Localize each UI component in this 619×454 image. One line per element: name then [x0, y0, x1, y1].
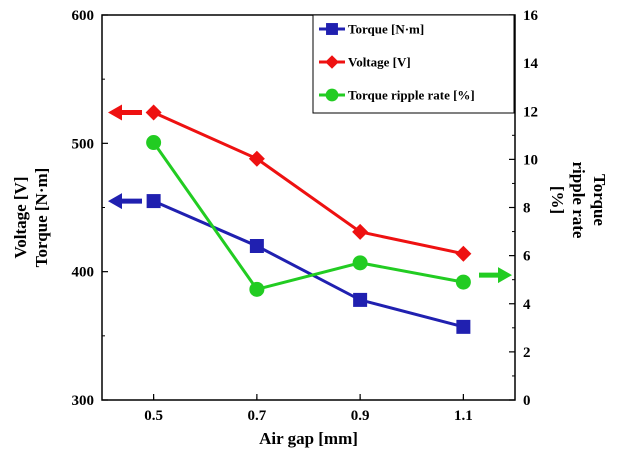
x-tick-label: 0.5 — [144, 408, 163, 424]
x-axis-title: Air gap [mm] — [259, 429, 358, 448]
data-point — [456, 319, 471, 334]
data-point — [146, 135, 162, 151]
legend-box — [312, 14, 515, 114]
arrow-head — [108, 104, 122, 121]
legend-entry: Voltage [V] — [319, 55, 411, 70]
voltage-axis-arrow — [108, 104, 142, 121]
data-point — [146, 194, 161, 209]
series-2 — [146, 135, 471, 297]
series-0 — [146, 194, 471, 334]
data-point — [455, 274, 471, 290]
legend: Torque [N·m] Voltage [V] Torque ripple rat… — [312, 14, 515, 114]
arrow-head — [498, 267, 512, 284]
data-point — [145, 104, 162, 121]
data-point — [249, 281, 265, 297]
data-point — [352, 223, 369, 240]
y-left-tick-label: 600 — [72, 8, 95, 24]
data-point — [248, 150, 265, 167]
series-line — [153, 111, 464, 256]
axes: 0.5 0.7 0.9 1.1 300 400 500 600 0 2 4 6 8 10 12 14 16 — [72, 8, 539, 424]
y-left-tick-label: 500 — [72, 136, 95, 152]
y-right-tick-label: 14 — [523, 56, 539, 72]
y-right-tick-label: 4 — [523, 297, 531, 313]
y-right-axis-title: [%] — [548, 186, 567, 214]
arrow-head — [108, 193, 122, 210]
y-right-tick-label: 0 — [523, 393, 531, 409]
legend-entry: Torque ripple rate [%] — [319, 88, 475, 103]
axis-titles: Air gap [mm] Voltage [V] Torque [N·m] Torqu… — [11, 162, 609, 448]
series-layer — [145, 104, 472, 334]
x-tick-label: 0.7 — [248, 408, 267, 424]
y-right-axis-title: ripple rate — [569, 162, 588, 239]
y-left-axis-title: Voltage [V] — [11, 177, 30, 259]
y-right-axis-title: Torque — [590, 174, 609, 226]
legend-entry: Torque [N·m] — [319, 22, 424, 37]
y-right-tick-label: 2 — [523, 345, 531, 361]
data-point — [455, 245, 472, 262]
legend-label: Torque [N·m] — [348, 22, 424, 37]
legend-marker — [325, 88, 339, 102]
ripple-axis-arrow — [479, 267, 512, 284]
data-point — [352, 255, 368, 271]
y-right-tick-label: 12 — [523, 104, 538, 120]
y-left-axis-title: Torque [N·m] — [32, 168, 51, 268]
series-1 — [145, 104, 472, 262]
y-right-tick-label: 6 — [523, 249, 531, 265]
series-line — [153, 199, 464, 329]
torque-axis-arrow — [108, 193, 142, 210]
x-tick-label: 1.1 — [454, 408, 473, 424]
legend-label: Voltage [V] — [348, 55, 411, 70]
axis-arrows — [108, 104, 512, 284]
y-right-tick-label: 16 — [523, 8, 539, 24]
y-right-tick-label: 10 — [523, 152, 538, 168]
y-left-tick-label: 300 — [72, 393, 95, 409]
data-point — [353, 292, 368, 307]
legend-marker — [325, 55, 339, 69]
x-tick-label: 0.9 — [351, 408, 370, 424]
y-left-tick-label: 400 — [72, 265, 95, 281]
legend-label: Torque ripple rate [%] — [348, 88, 475, 103]
series-line — [152, 141, 464, 292]
legend-marker — [326, 23, 338, 35]
y-right-tick-label: 8 — [523, 201, 531, 217]
data-point — [249, 239, 264, 253]
